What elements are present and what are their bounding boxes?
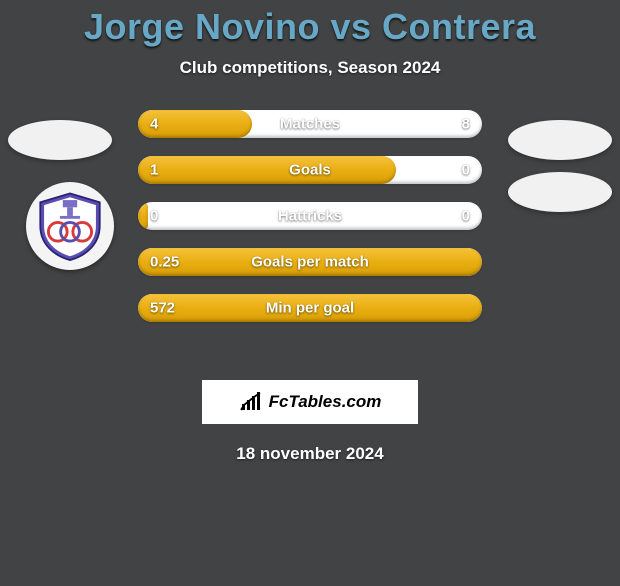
stat-label: Hattricks — [278, 208, 342, 225]
player-photo-right-2 — [508, 172, 612, 212]
stat-bar-fill — [138, 156, 396, 184]
comparison-title: Jorge Novino vs Contrera — [0, 6, 620, 48]
bar-chart-icon — [239, 390, 263, 414]
club-logo-left — [26, 182, 114, 270]
stat-label: Min per goal — [266, 300, 354, 317]
brand-watermark: FcTables.com — [202, 380, 418, 424]
club-badge-icon — [34, 190, 106, 262]
stat-bar-goals-per-match: 0.25 Goals per match — [138, 248, 482, 276]
stat-right-value: 0 — [462, 208, 470, 225]
stat-label: Matches — [280, 116, 340, 133]
stat-bar-fill — [138, 202, 148, 230]
stat-bars: 4 Matches 8 1 Goals 0 0 Hattricks 0 0.25… — [138, 110, 482, 340]
stat-label: Goals per match — [251, 254, 369, 271]
comparison-stage: 4 Matches 8 1 Goals 0 0 Hattricks 0 0.25… — [0, 110, 620, 370]
snapshot-date: 18 november 2024 — [0, 444, 620, 464]
stat-left-value: 4 — [150, 116, 158, 133]
stat-right-value: 0 — [462, 162, 470, 179]
stat-bar-min-per-goal: 572 Min per goal — [138, 294, 482, 322]
stat-bar-goals: 1 Goals 0 — [138, 156, 482, 184]
brand-text: FcTables.com — [269, 392, 382, 412]
stat-left-value: 0.25 — [150, 254, 179, 271]
stat-bar-hattricks: 0 Hattricks 0 — [138, 202, 482, 230]
stat-left-value: 0 — [150, 208, 158, 225]
stat-bar-matches: 4 Matches 8 — [138, 110, 482, 138]
comparison-subtitle: Club competitions, Season 2024 — [0, 58, 620, 78]
player-photo-left — [8, 120, 112, 160]
player-photo-right-1 — [508, 120, 612, 160]
stat-left-value: 572 — [150, 300, 175, 317]
stat-right-value: 8 — [462, 116, 470, 133]
stat-label: Goals — [289, 162, 331, 179]
stat-left-value: 1 — [150, 162, 158, 179]
